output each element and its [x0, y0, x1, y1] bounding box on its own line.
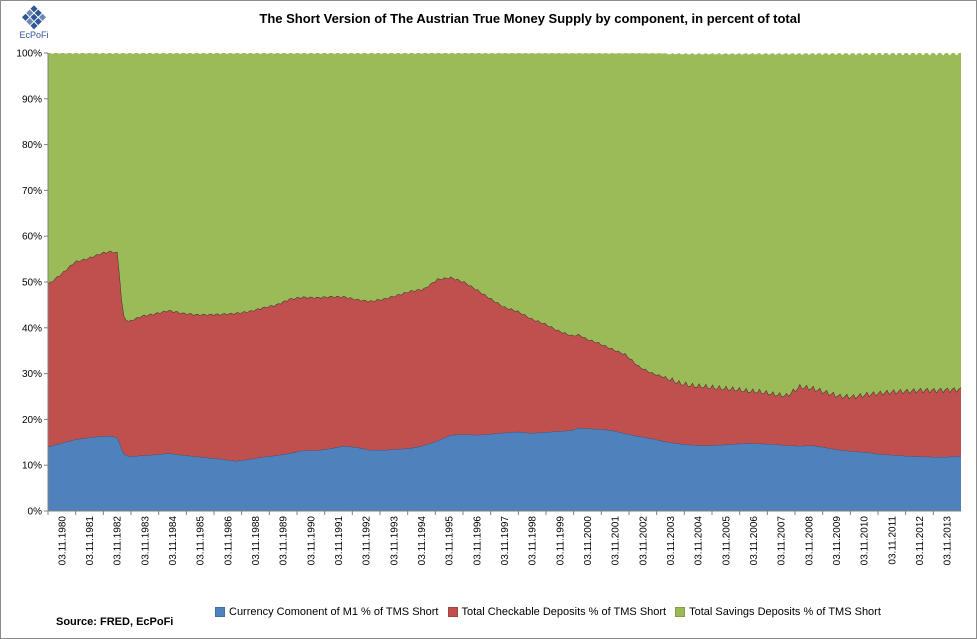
x-tick-label: 03.11.2011 — [887, 516, 898, 565]
area-series-2 — [48, 53, 961, 399]
legend-item-checkable: Total Checkable Deposits % of TMS Short — [447, 606, 667, 618]
y-tick-label: 20% — [22, 415, 42, 426]
x-tick-label: 03.11.2002 — [638, 516, 649, 566]
x-tick-label: 03.11.1985 — [196, 516, 207, 566]
legend-label-checkable: Total Checkable Deposits % of TMS Short — [461, 606, 667, 618]
legend-label-savings: Total Savings Deposits % of TMS Short — [689, 606, 881, 618]
x-tick-label: 03.11.1988 — [251, 516, 262, 566]
legend-swatch-currency — [215, 607, 225, 617]
legend-item-currency: Currency Comonent of M1 % of TMS Short — [215, 606, 439, 618]
x-tick-label: 03.11.1989 — [279, 516, 290, 566]
x-tick-label: 03.11.2013 — [943, 516, 954, 566]
x-tick-label: 03.11.2007 — [777, 516, 788, 566]
y-tick-label: 10% — [22, 461, 42, 472]
y-tick-label: 90% — [22, 94, 42, 105]
x-tick-label: 03.11.1992 — [362, 516, 373, 566]
x-tick-label: 03.11.1993 — [389, 516, 400, 566]
source-note: Source: FRED, EcPoFi — [56, 616, 174, 628]
x-tick-label: 03.11.2000 — [583, 516, 594, 566]
x-tick-label: 03.11.2010 — [860, 516, 871, 566]
y-tick-label: 80% — [22, 140, 42, 151]
y-tick-label: 100% — [16, 49, 42, 60]
legend-swatch-checkable — [447, 607, 458, 617]
x-axis: 03.11.1980 03.11.1981 03.11.1982 03.11.1983… — [47, 510, 961, 566]
x-tick-label: 03.11.1994 — [417, 516, 428, 566]
y-tick-label: 0% — [28, 507, 43, 518]
x-tick-label: 03.11.2008 — [804, 516, 815, 566]
y-tick-label: 40% — [22, 323, 42, 334]
y-tick-label: 30% — [22, 369, 42, 380]
x-tick-label: 03.11.1981 — [85, 516, 96, 566]
x-tick-label: 03.11.2012 — [915, 516, 926, 566]
x-tick-label: 03.11.1991 — [334, 516, 345, 566]
x-tick-label: 03.11.1999 — [555, 516, 566, 566]
x-tick-label: 03.11.1998 — [528, 516, 539, 566]
y-tick-label: 70% — [22, 186, 42, 197]
y-tick-label: 50% — [22, 278, 42, 289]
x-tick-label: 03.11.2005 — [721, 516, 732, 566]
x-tick-label: 03.11.1986 — [223, 516, 234, 566]
x-tick-label: 03.11.1980 — [57, 516, 68, 566]
x-tick-label: 03.11.1997 — [500, 516, 511, 566]
x-tick-label: 03.11.2001 — [611, 516, 622, 566]
x-tick-label: 03.11.2009 — [832, 516, 843, 566]
x-tick-label: 03.11.2004 — [694, 516, 705, 566]
chart-title: The Short Version of The Austrian True M… — [259, 11, 801, 26]
x-tick-label: 03.11.1996 — [472, 516, 483, 566]
x-tick-label: 03.11.2003 — [666, 516, 677, 566]
x-tick-label: 03.11.1984 — [168, 516, 179, 566]
stacked-areas — [47, 53, 962, 511]
x-tick-label: 03.11.1982 — [113, 516, 124, 566]
legend-swatch-savings — [675, 607, 686, 617]
x-tick-label: 03.11.2006 — [749, 516, 760, 566]
ecpofi-logo-icon — [21, 5, 47, 30]
x-tick-label: 03.11.1995 — [445, 516, 456, 566]
legend-label-currency: Currency Comonent of M1 % of TMS Short — [229, 606, 439, 618]
x-tick-label: 03.11.1990 — [306, 516, 317, 566]
x-tick-label: 03.11.1983 — [140, 516, 151, 566]
y-tick-label: 60% — [22, 232, 42, 243]
y-axis: 0% 10% 20% 30% 40% 50% 60% 70% 80% 90% 100% — [16, 49, 49, 518]
area-series-1 — [48, 250, 961, 462]
legend: Currency Comonent of M1 % of TMS Short T… — [215, 604, 890, 620]
logo-text: EcPoFi — [19, 30, 49, 40]
legend-item-savings: Total Savings Deposits % of TMS Short — [675, 606, 881, 618]
area-series-0 — [48, 427, 961, 511]
